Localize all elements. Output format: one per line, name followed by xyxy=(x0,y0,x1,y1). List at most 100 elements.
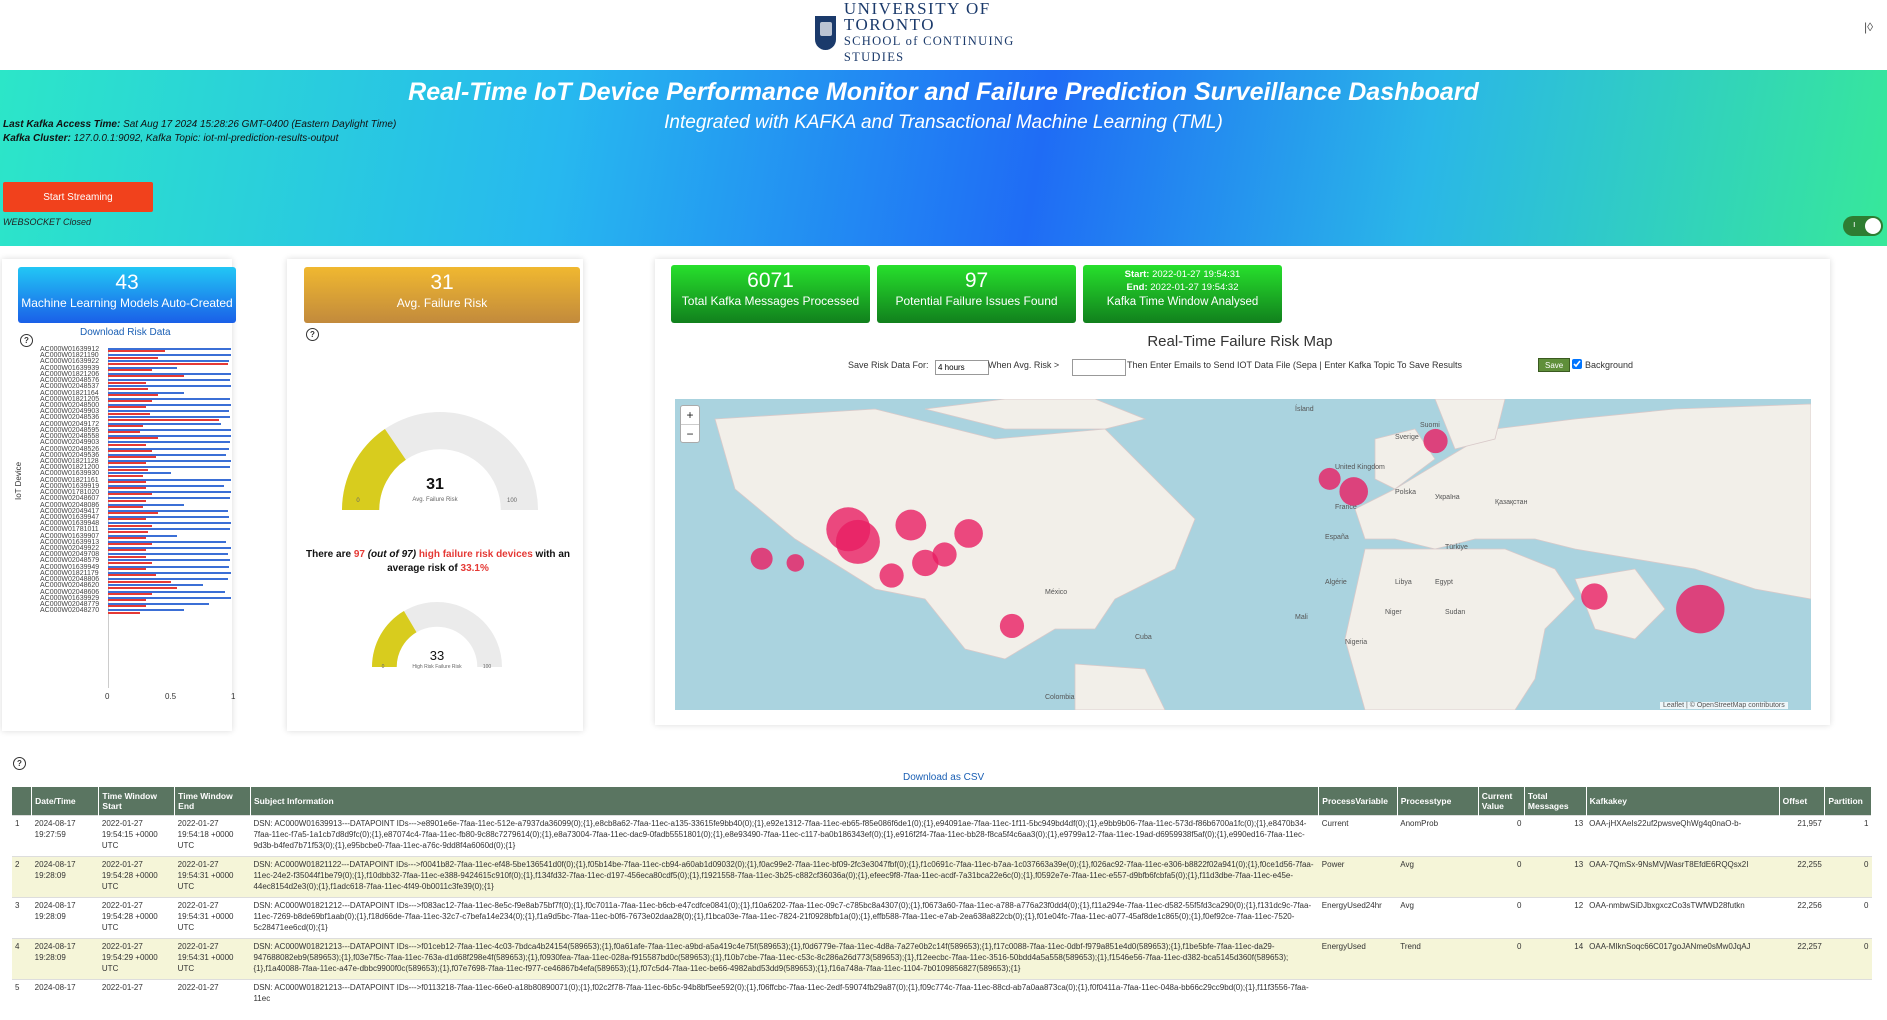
table-cell xyxy=(1779,980,1825,1020)
risk-hotspot[interactable] xyxy=(1581,583,1607,609)
kafka-cluster-label: Kafka Cluster: xyxy=(3,133,71,144)
corner-mark: |◊ xyxy=(1864,20,1873,34)
risk-hotspot[interactable] xyxy=(836,520,880,564)
column-header[interactable]: Partition xyxy=(1825,787,1872,816)
table-cell xyxy=(1319,980,1397,1020)
avg-gauge-caption: Avg. Failure Risk xyxy=(395,497,475,503)
red-bar xyxy=(108,599,146,601)
table-cell: 2024-08-17 19:28:09 xyxy=(32,898,99,939)
start-streaming-button[interactable]: Start Streaming xyxy=(3,182,153,212)
save-duration-select[interactable] xyxy=(935,360,989,375)
table-cell: DSN: AC000W01821212---DATAPOINT IDs--->f… xyxy=(250,898,1318,939)
red-bar xyxy=(108,357,158,359)
map-place-label: Ísland xyxy=(1295,404,1314,413)
risk-threshold-input[interactable] xyxy=(1072,359,1126,376)
table-cell: 1 xyxy=(12,816,32,857)
risk-hotspot[interactable] xyxy=(1339,477,1368,506)
red-bar xyxy=(108,413,150,415)
table-cell: 0 xyxy=(1478,939,1524,980)
table-cell: 2022-01-27 19:54:18 +0000 UTC xyxy=(175,816,251,857)
risk-hotspot[interactable] xyxy=(751,548,773,570)
window-start-label: Start: xyxy=(1125,269,1150,280)
toggle-knob xyxy=(1865,218,1881,234)
red-bar xyxy=(108,363,228,365)
avg-gauge-value: 31 xyxy=(400,476,470,494)
models-label: Machine Learning Models Auto-Created xyxy=(18,295,236,311)
column-header[interactable]: Total Messages xyxy=(1524,787,1586,816)
column-header[interactable]: Time Window End xyxy=(175,787,251,816)
column-header[interactable] xyxy=(12,787,32,816)
theme-toggle[interactable]: ı xyxy=(1843,216,1883,236)
table-cell: 5 xyxy=(12,980,32,1020)
avg-risk-gauge xyxy=(340,410,540,510)
column-header[interactable]: ProcessVariable xyxy=(1319,787,1397,816)
column-header[interactable]: Kafkakey xyxy=(1586,787,1779,816)
red-bar xyxy=(108,375,184,377)
column-header[interactable]: Time Window Start xyxy=(99,787,175,816)
table-cell: 22,255 xyxy=(1779,857,1825,898)
save-button[interactable]: Save xyxy=(1538,358,1570,372)
risk-hotspot[interactable] xyxy=(1319,468,1341,490)
risk-hotspot[interactable] xyxy=(954,519,983,548)
table-cell: DSN: AC000W01821213---DATAPOINT IDs--->f… xyxy=(250,939,1318,980)
risk-hotspot[interactable] xyxy=(1676,585,1724,633)
risk-hotspot[interactable] xyxy=(932,542,956,566)
column-header[interactable]: Offset xyxy=(1779,787,1825,816)
table-cell: OAA-MIknSoqc66C017goJANme0sMw0JqAJ xyxy=(1586,939,1779,980)
red-bar xyxy=(108,512,158,514)
high-gauge-max: 100 xyxy=(481,664,493,670)
red-bar xyxy=(108,382,146,384)
column-header[interactable]: Current Value xyxy=(1478,787,1524,816)
y-axis-label: IoT Device xyxy=(14,462,23,500)
table-cell: 2022-01-27 19:54:31 +0000 UTC xyxy=(175,898,251,939)
red-bar xyxy=(108,581,171,583)
table-cell: Trend xyxy=(1397,939,1478,980)
table-cell: 0 xyxy=(1478,857,1524,898)
table-cell: OAA-jHXAeIs22uf2pwsveQhWg4q0naO-b- xyxy=(1586,816,1779,857)
university-crest-icon xyxy=(815,16,836,50)
window-start: 2022-01-27 19:54:31 xyxy=(1152,269,1240,280)
kafka-cluster-info: Kafka Cluster: 127.0.0.1:9092, Kafka Top… xyxy=(3,133,338,144)
risk-hotspot[interactable] xyxy=(1000,614,1024,638)
table-cell: 2022-01-27 19:54:31 +0000 UTC xyxy=(175,857,251,898)
avg-risk-kpi-card: 31 Avg. Failure Risk xyxy=(304,267,580,323)
red-bar xyxy=(108,394,158,396)
risk-hotspot[interactable] xyxy=(895,510,926,541)
red-bar xyxy=(108,450,152,452)
land-shape xyxy=(1345,549,1575,710)
red-bar xyxy=(108,437,158,439)
table-cell: AnomProb xyxy=(1397,816,1478,857)
column-header[interactable]: Date/Time xyxy=(32,787,99,816)
help-icon[interactable]: ? xyxy=(13,757,26,770)
red-bar xyxy=(108,574,156,576)
zoom-out-button[interactable]: − xyxy=(681,425,699,443)
risk-hotspot[interactable] xyxy=(880,563,904,587)
download-csv-link[interactable]: Download as CSV xyxy=(903,772,984,783)
map-place-label: Україна xyxy=(1435,494,1460,501)
risk-summary-text: There are 97 (out of 97) high failure ri… xyxy=(300,548,576,576)
column-header[interactable]: Processtype xyxy=(1397,787,1478,816)
download-risk-data-link[interactable]: Download Risk Data xyxy=(80,327,171,338)
background-checkbox[interactable] xyxy=(1572,359,1582,369)
help-icon[interactable]: ? xyxy=(306,328,319,341)
red-bar xyxy=(108,543,152,545)
table-cell: 0 xyxy=(1825,898,1872,939)
risk-hotspot[interactable] xyxy=(1423,429,1447,453)
risk-hotspot[interactable] xyxy=(787,554,805,572)
table-cell: 2024-08-17 xyxy=(32,980,99,1020)
table-cell: 1 xyxy=(1825,816,1872,857)
map-attribution[interactable]: Leaflet | © OpenStreetMap contributors xyxy=(1660,702,1788,709)
issues-kpi-card: 97 Potential Failure Issues Found xyxy=(877,265,1076,323)
high-gauge-caption: High Risk Failure Risk xyxy=(400,664,474,670)
zoom-in-button[interactable]: + xyxy=(681,406,699,425)
column-header[interactable]: Subject Information xyxy=(250,787,1318,816)
help-icon[interactable]: ? xyxy=(20,334,33,347)
university-logo[interactable]: UNIVERSITY OF TORONTO SCHOOL of CONTINUI… xyxy=(815,10,1075,56)
map-place-label: Suomi xyxy=(1420,422,1440,429)
